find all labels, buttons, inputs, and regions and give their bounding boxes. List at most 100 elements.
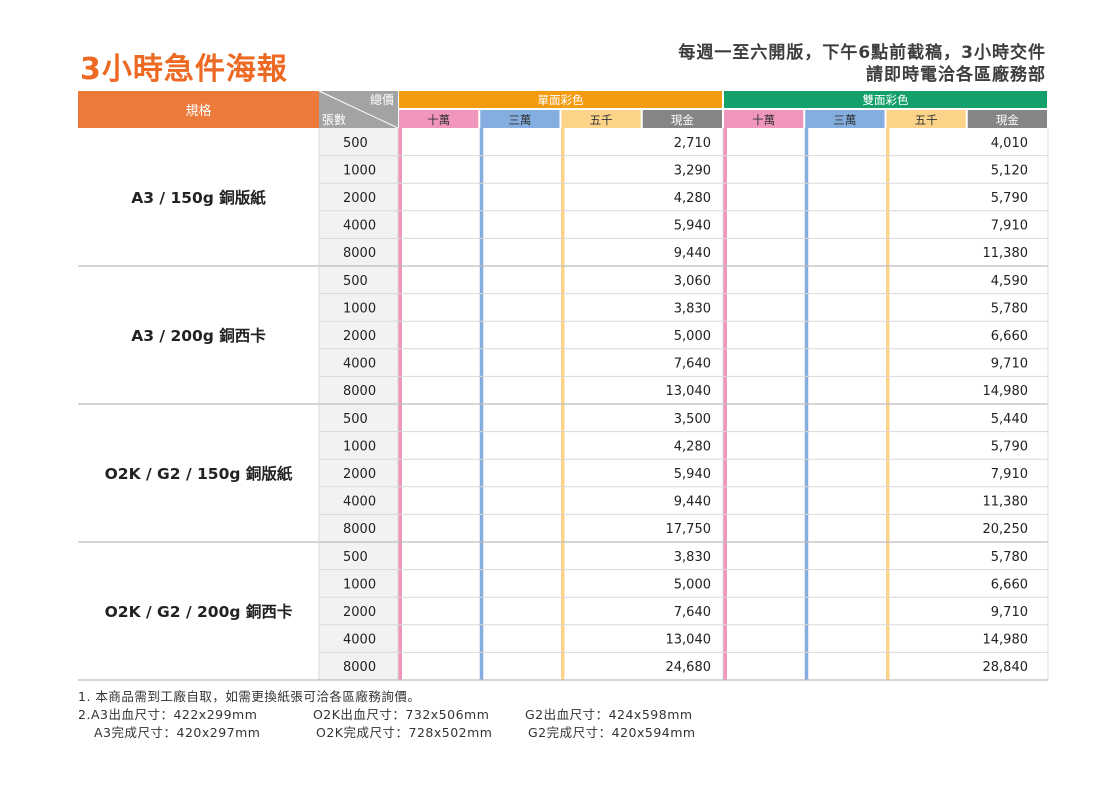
double-side-cash-price: 11,380: [983, 246, 1029, 261]
column-header-label-4: 現金: [671, 113, 694, 127]
group-header-label-2: 雙面彩色: [863, 93, 909, 107]
notice-line-1: 每週一至六開版，下午6點前截稿，3小時交件: [678, 43, 1046, 63]
footnote-2-number: 2.: [78, 707, 91, 722]
double-side-cash-price: 14,980: [983, 384, 1029, 399]
double-side-cash-price: 6,660: [991, 329, 1028, 344]
single-side-cash-price: 5,940: [674, 467, 711, 482]
a3-bleed-size: A3出血尺寸：422x299mm: [90, 707, 258, 722]
column-header-3: [561, 110, 641, 128]
quantity-cell: 500: [343, 550, 368, 565]
quantity-cell: 1000: [343, 163, 376, 178]
column-header-1: [399, 110, 479, 128]
column-header-label-2: 三萬: [508, 113, 531, 127]
spec-label: O2K / G2 / 200g 銅西卡: [105, 602, 293, 621]
column-header-5: [724, 110, 804, 128]
double-side-cash-price: 5,780: [991, 301, 1028, 316]
g2-finish-size: G2完成尺寸：420x594mm: [528, 725, 696, 740]
quantity-cell: 500: [343, 412, 368, 427]
quantity-cell: 4000: [343, 357, 376, 372]
quantity-cell: 8000: [343, 660, 376, 675]
group-header-2: [724, 91, 1047, 108]
quantity-cell: 2000: [343, 467, 376, 482]
o2k-finish-size: O2K完成尺寸：728x502mm: [316, 725, 493, 740]
quantity-cell: 1000: [343, 301, 376, 316]
column-header-7: [886, 110, 966, 128]
single-side-cash-price: 7,640: [674, 605, 711, 620]
double-side-cash-price: 5,780: [991, 550, 1028, 565]
quantity-cell: 2000: [343, 329, 376, 344]
double-side-cash-price: 7,910: [991, 467, 1028, 482]
double-side-cash-price: 11,380: [983, 495, 1029, 510]
quantity-cell: 8000: [343, 522, 376, 537]
single-side-cash-price: 9,440: [674, 246, 711, 261]
quantity-label: 張數: [322, 113, 346, 127]
column-header-label-3: 五千: [590, 113, 613, 127]
footnotes: 1. 本商品需到工廠自取，如需更換紙張可洽各區廠務詢價。 2. A3出血尺寸：4…: [78, 688, 696, 742]
column-header-6: [805, 110, 885, 128]
single-side-cash-price: 5,000: [674, 329, 711, 344]
single-side-cash-price: 13,040: [666, 384, 712, 399]
double-side-cash-price: 9,710: [991, 605, 1028, 620]
diagonal-line: [318, 90, 399, 129]
column-header-label-8: 現金: [996, 113, 1019, 127]
o2k-bleed-size: O2K出血尺寸：732x506mm: [312, 707, 490, 722]
single-side-cash-price: 3,830: [674, 301, 711, 316]
quantity-cell: 500: [343, 136, 368, 151]
footnote-2-row-2: A3完成尺寸：420x297mm O2K完成尺寸：728x502mm G2完成尺…: [78, 724, 696, 742]
a3-finish-size: A3完成尺寸：420x297mm: [94, 725, 261, 740]
column-header-4: [642, 110, 722, 128]
quantity-cell: 2000: [343, 191, 376, 206]
quantity-cell: 2000: [343, 605, 376, 620]
spec-label: A3 / 200g 銅西卡: [131, 326, 266, 345]
deadline-notice: 每週一至六開版，下午6點前截稿，3小時交件 請即時電洽各區廠務部: [678, 42, 1046, 86]
column-header-label-1: 十萬: [427, 113, 450, 127]
quantity-cell: 4000: [343, 219, 376, 234]
spec-header-cell: [78, 91, 319, 128]
group-header-1: [399, 91, 722, 108]
double-side-cash-price: 9,710: [991, 357, 1028, 372]
double-side-cash-price: 5,440: [991, 412, 1028, 427]
single-side-cash-price: 3,290: [674, 163, 711, 178]
double-side-cash-price: 14,980: [983, 633, 1029, 648]
quantity-cell: 8000: [343, 246, 376, 261]
single-side-cash-price: 5,000: [674, 577, 711, 592]
single-side-cash-price: 7,640: [674, 357, 711, 372]
quantity-cell: 500: [343, 274, 368, 289]
spec-header-label: 規格: [185, 103, 211, 119]
total-price-label: 總價: [370, 92, 394, 107]
column-header-8: [967, 110, 1047, 128]
single-side-cash-price: 9,440: [674, 495, 711, 510]
double-side-cash-price: 4,010: [991, 136, 1028, 151]
single-side-cash-price: 4,280: [674, 439, 711, 454]
double-side-cash-price: 5,120: [991, 163, 1028, 178]
column-header-2: [480, 110, 560, 128]
column-header-label-7: 五千: [915, 113, 938, 127]
quantity-cell: 1000: [343, 577, 376, 592]
double-side-cash-price: 4,590: [991, 274, 1028, 289]
double-side-cash-price: 5,790: [991, 191, 1028, 206]
single-side-cash-price: 3,500: [674, 412, 711, 427]
single-side-cash-price: 2,710: [674, 136, 711, 151]
group-header-label-1: 單面彩色: [538, 93, 584, 107]
double-side-cash-price: 6,660: [991, 577, 1028, 592]
notice-line-2: 請即時電洽各區廠務部: [866, 65, 1046, 85]
single-side-cash-price: 13,040: [666, 633, 712, 648]
single-side-cash-price: 17,750: [666, 522, 712, 537]
quantity-cell: 4000: [343, 495, 376, 510]
quantity-cell: 8000: [343, 384, 376, 399]
column-header-label-5: 十萬: [752, 113, 775, 127]
single-side-cash-price: 4,280: [674, 191, 711, 206]
footnote-1: 1. 本商品需到工廠自取，如需更換紙張可洽各區廠務詢價。: [78, 689, 421, 704]
single-side-cash-price: 5,940: [674, 219, 711, 234]
single-side-cash-price: 3,060: [674, 274, 711, 289]
page-title: 3小時急件海報: [80, 52, 288, 87]
spec-label: O2K / G2 / 150g 銅版紙: [105, 464, 293, 483]
g2-bleed-size: G2出血尺寸：424x598mm: [524, 707, 693, 722]
column-header-label-6: 三萬: [833, 113, 856, 127]
quantity-cell: 1000: [343, 439, 376, 454]
double-side-cash-price: 20,250: [983, 522, 1029, 537]
footnote-2-row-1: 2. A3出血尺寸：422x299mm O2K出血尺寸：732x506mm G2…: [78, 706, 696, 724]
spec-label: A3 / 150g 銅版紙: [131, 188, 266, 207]
double-side-cash-price: 7,910: [991, 219, 1028, 234]
